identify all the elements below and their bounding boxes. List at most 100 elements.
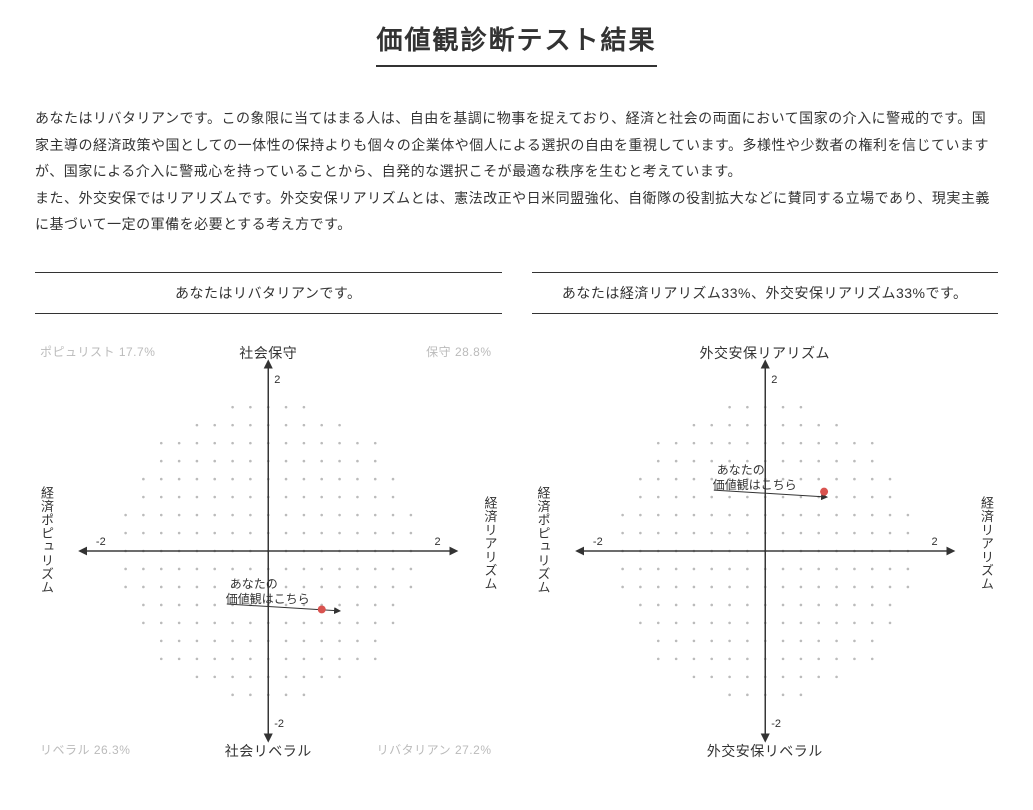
bg-dot xyxy=(303,694,306,697)
bg-dot xyxy=(338,658,341,661)
bg-dot xyxy=(303,496,306,499)
bg-dot xyxy=(870,658,873,661)
user-point xyxy=(820,488,828,496)
bg-dot xyxy=(196,460,199,463)
bg-dot xyxy=(728,406,731,409)
bg-dot xyxy=(710,640,713,643)
bg-dot xyxy=(249,496,252,499)
bg-dot xyxy=(196,586,199,589)
bg-dot xyxy=(356,604,359,607)
bg-dot xyxy=(746,658,749,661)
bg-dot xyxy=(410,514,413,517)
bg-dot xyxy=(781,694,784,697)
callout-line1: あなたの xyxy=(716,463,764,477)
bg-dot xyxy=(392,478,395,481)
bg-dot xyxy=(249,478,252,481)
result-description: あなたはリバタリアンです。この象限に当てはまる人は、自由を基調に物事を捉えており… xyxy=(35,105,998,238)
description-para-2: また、外交安保ではリアリズムです。外交安保リアリズムとは、憲法改正や日米同盟強化… xyxy=(35,185,998,238)
bg-dot xyxy=(196,478,199,481)
bg-dot xyxy=(392,586,395,589)
bg-dot xyxy=(249,622,252,625)
bg-dot xyxy=(746,406,749,409)
bg-dot xyxy=(231,640,234,643)
bg-dot xyxy=(356,640,359,643)
bg-dot xyxy=(303,478,306,481)
bg-dot xyxy=(231,514,234,517)
bg-dot xyxy=(320,514,323,517)
bg-dot xyxy=(160,568,163,571)
bg-dot xyxy=(124,568,127,571)
bg-dot xyxy=(356,514,359,517)
bg-dot xyxy=(746,532,749,535)
bg-dot xyxy=(906,532,909,535)
bg-dot xyxy=(338,496,341,499)
bg-dot xyxy=(231,406,234,409)
bg-dot xyxy=(781,586,784,589)
bg-dot xyxy=(196,676,199,679)
bg-dot xyxy=(799,622,802,625)
bg-dot xyxy=(320,442,323,445)
bg-dot xyxy=(303,532,306,535)
x-neg-label: 経済ポピュリズム xyxy=(37,486,56,594)
bg-dot xyxy=(320,496,323,499)
bg-dot xyxy=(356,478,359,481)
bg-dot xyxy=(178,460,181,463)
bg-dot xyxy=(853,586,856,589)
bg-dot xyxy=(728,676,731,679)
bg-dot xyxy=(639,586,642,589)
bg-dot xyxy=(178,442,181,445)
bg-dot xyxy=(781,658,784,661)
bg-dot xyxy=(870,442,873,445)
bg-dot xyxy=(639,622,642,625)
bg-dot xyxy=(781,622,784,625)
bg-dot xyxy=(799,496,802,499)
bg-dot xyxy=(692,424,695,427)
bg-dot xyxy=(888,568,891,571)
bg-dot xyxy=(710,676,713,679)
bg-dot xyxy=(710,496,713,499)
bg-dot xyxy=(231,442,234,445)
bg-dot xyxy=(817,460,820,463)
bg-dot xyxy=(213,640,216,643)
bg-dot xyxy=(817,586,820,589)
bg-dot xyxy=(213,496,216,499)
bg-dot xyxy=(870,532,873,535)
chart-left-title: あなたはリバタリアンです。 xyxy=(35,272,502,314)
callout: あなたの価値観はこちら xyxy=(712,463,826,497)
bg-dot xyxy=(196,442,199,445)
bg-dot xyxy=(142,478,145,481)
bg-dot xyxy=(692,622,695,625)
bg-dot xyxy=(231,658,234,661)
bg-dot xyxy=(799,658,802,661)
bg-dot xyxy=(392,568,395,571)
bg-dot xyxy=(196,658,199,661)
bg-dot xyxy=(853,532,856,535)
bg-dot xyxy=(639,568,642,571)
bg-dot xyxy=(303,568,306,571)
bg-dot xyxy=(160,658,163,661)
bg-dot xyxy=(835,604,838,607)
bg-dot xyxy=(285,586,288,589)
bg-dot xyxy=(870,586,873,589)
chart-right-area: 2-22-2あなたの価値観はこちら外交安保リアリズム外交安保リベラル経済リアリズ… xyxy=(532,336,999,766)
bg-dot xyxy=(374,514,377,517)
bg-dot xyxy=(746,442,749,445)
x-neg-label: 経済ポピュリズム xyxy=(534,486,553,594)
bg-dot xyxy=(728,496,731,499)
bg-dot xyxy=(728,532,731,535)
bg-dot xyxy=(692,478,695,481)
bg-dot xyxy=(817,532,820,535)
bg-dot xyxy=(285,496,288,499)
bg-dot xyxy=(674,658,677,661)
tick-label: 2 xyxy=(771,374,777,386)
bg-dot xyxy=(799,568,802,571)
tick-label: -2 xyxy=(771,718,781,730)
bg-dot xyxy=(160,604,163,607)
bg-dot xyxy=(320,460,323,463)
bg-dot xyxy=(781,604,784,607)
bg-dot xyxy=(196,604,199,607)
bg-dot xyxy=(639,514,642,517)
bg-dot xyxy=(746,622,749,625)
bg-dot xyxy=(303,676,306,679)
bg-dot xyxy=(356,586,359,589)
